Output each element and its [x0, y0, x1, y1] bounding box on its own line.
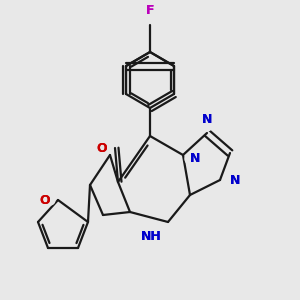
Circle shape — [145, 12, 155, 22]
Text: NH: NH — [141, 230, 162, 243]
Text: N: N — [190, 152, 200, 166]
Circle shape — [45, 195, 55, 205]
Circle shape — [102, 143, 112, 153]
Text: N: N — [190, 152, 200, 166]
Text: NH: NH — [141, 230, 162, 243]
Text: N: N — [202, 113, 212, 126]
Text: N: N — [202, 113, 212, 126]
Circle shape — [185, 154, 195, 164]
Text: N: N — [230, 173, 240, 187]
Circle shape — [202, 121, 212, 131]
Text: O: O — [39, 194, 50, 206]
Text: O: O — [96, 142, 107, 154]
Text: F: F — [146, 4, 154, 17]
Text: O: O — [39, 194, 50, 206]
Text: O: O — [96, 142, 107, 154]
Text: N: N — [230, 173, 240, 187]
Text: F: F — [146, 4, 154, 17]
Circle shape — [155, 223, 169, 237]
Circle shape — [225, 175, 235, 185]
